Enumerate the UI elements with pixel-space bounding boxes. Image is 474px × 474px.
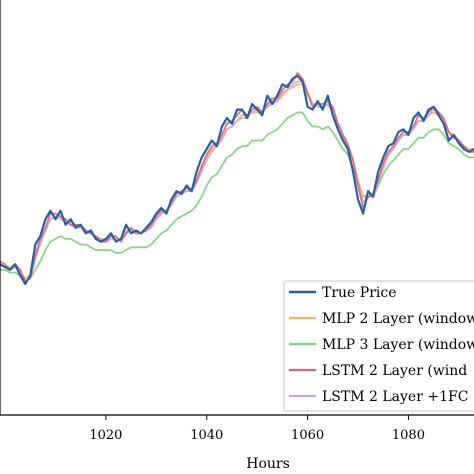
series-line-1 [0,74,474,285]
legend-label-5: LSTM 2 Layer +1FC [322,389,468,405]
legend-label-1: True Price [322,285,397,301]
x-tick-label: 1020 [89,428,122,443]
x-tick-label: 1080 [392,428,425,443]
series-line-5 [0,80,474,282]
legend: True Price MLP 2 Layer (window MLP 3 Layer… [283,280,474,412]
x-axis-title: Hours [246,456,290,472]
legend-label-4: LSTM 2 Layer (wind [322,363,467,379]
axes [0,0,474,416]
x-tick-label: 1060 [291,428,324,443]
series-line-3 [0,111,474,282]
x-ticks: 1020 1040 1060 1080 [89,415,425,443]
legend-label-3: MLP 3 Layer (window [322,337,474,353]
series-layer [0,72,474,285]
x-tick-label: 1040 [190,428,223,443]
legend-label-2: MLP 2 Layer (window [322,311,474,327]
legend-box [283,280,474,412]
